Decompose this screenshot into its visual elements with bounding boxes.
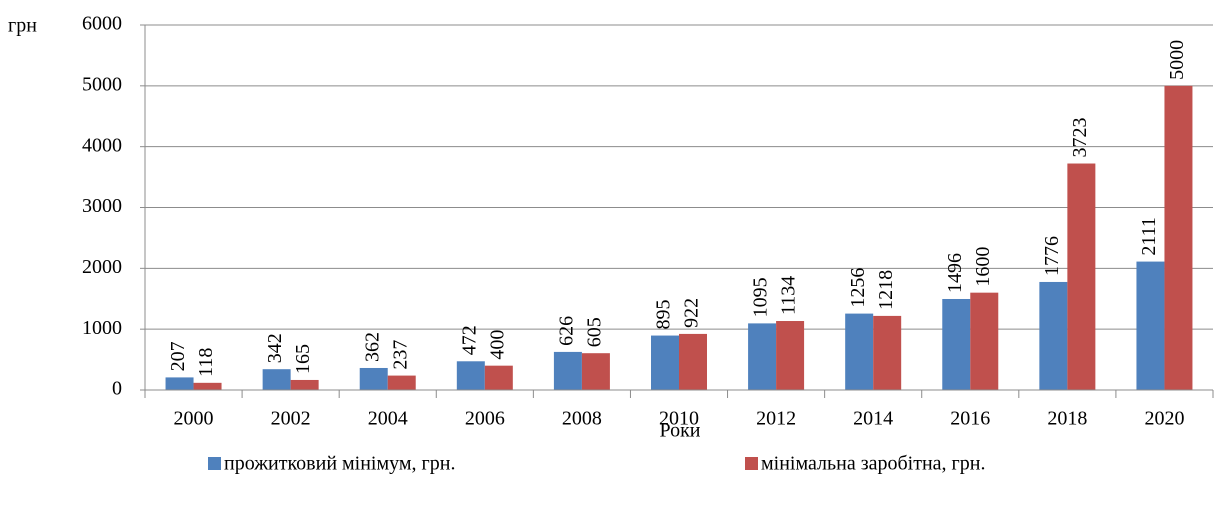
x-tick-label: 2006: [465, 408, 505, 430]
y-tick-label: 1000: [82, 317, 122, 339]
value-label: 626: [556, 316, 578, 346]
value-label: 1134: [778, 276, 800, 315]
x-tick-label: 2010: [659, 408, 699, 430]
value-label: 1496: [944, 253, 966, 293]
bar: [456, 361, 485, 390]
bar: [387, 375, 416, 390]
value-label: 400: [486, 330, 508, 360]
bar: [679, 333, 707, 390]
y-tick-label: 6000: [82, 13, 122, 35]
value-label: 207: [167, 341, 189, 371]
y-axis-label: грн: [8, 15, 37, 37]
bar: [165, 377, 194, 390]
x-tick-label: 2012: [756, 408, 796, 430]
bar: [359, 367, 388, 390]
value-label: 118: [195, 348, 217, 377]
value-label: 922: [681, 298, 703, 328]
value-label: 1776: [1041, 236, 1063, 276]
bar: [845, 313, 874, 390]
value-label: 5000: [1166, 40, 1188, 80]
bar: [290, 379, 319, 390]
x-tick-label: 2014: [853, 408, 893, 430]
bar: [748, 323, 777, 390]
value-label: 165: [292, 344, 314, 374]
bar: [1164, 85, 1193, 390]
value-label: 895: [653, 300, 675, 330]
x-tick-label: 2018: [1047, 408, 1087, 430]
value-label: 1095: [750, 277, 772, 317]
legend-label: мінімальна заробітна, грн.: [761, 453, 985, 475]
bar: [581, 353, 610, 390]
value-label: 1218: [875, 270, 897, 310]
value-label: 472: [458, 325, 480, 355]
value-label: 2111: [1138, 217, 1160, 256]
x-tick-label: 2016: [950, 408, 990, 430]
bar: [651, 335, 679, 390]
legend-swatch: [745, 457, 758, 470]
bar: [776, 321, 805, 390]
legend-swatch: [208, 457, 221, 470]
value-label: 362: [361, 332, 383, 362]
x-axis-label: Роки: [659, 420, 700, 442]
bar: [1136, 261, 1165, 390]
y-tick-label: 3000: [82, 195, 122, 217]
x-tick-label: 2000: [174, 408, 214, 430]
y-tick-label: 4000: [82, 134, 122, 156]
bar: [262, 369, 291, 390]
value-label: 3723: [1069, 118, 1091, 158]
legend-label: прожитковий мінімум, грн.: [224, 453, 455, 475]
bar: [553, 351, 582, 390]
y-tick-label: 0: [112, 378, 122, 400]
x-tick-label: 2020: [1144, 408, 1184, 430]
x-tick-label: 2004: [368, 408, 408, 430]
value-label: 1600: [972, 247, 994, 287]
bar: [1067, 163, 1096, 390]
x-tick-label: 2008: [562, 408, 602, 430]
y-tick-label: 2000: [82, 256, 122, 278]
bar: [873, 315, 902, 390]
bar: [193, 382, 222, 390]
value-label: 605: [584, 317, 606, 347]
x-tick-label: 2002: [271, 408, 311, 430]
value-label: 342: [264, 333, 286, 363]
y-tick-label: 5000: [82, 73, 122, 95]
value-label: 1256: [847, 268, 869, 308]
bar: [484, 365, 513, 390]
value-label: 237: [389, 340, 411, 370]
bar: [1039, 281, 1068, 390]
bar: [970, 292, 999, 390]
bar: [942, 298, 971, 390]
